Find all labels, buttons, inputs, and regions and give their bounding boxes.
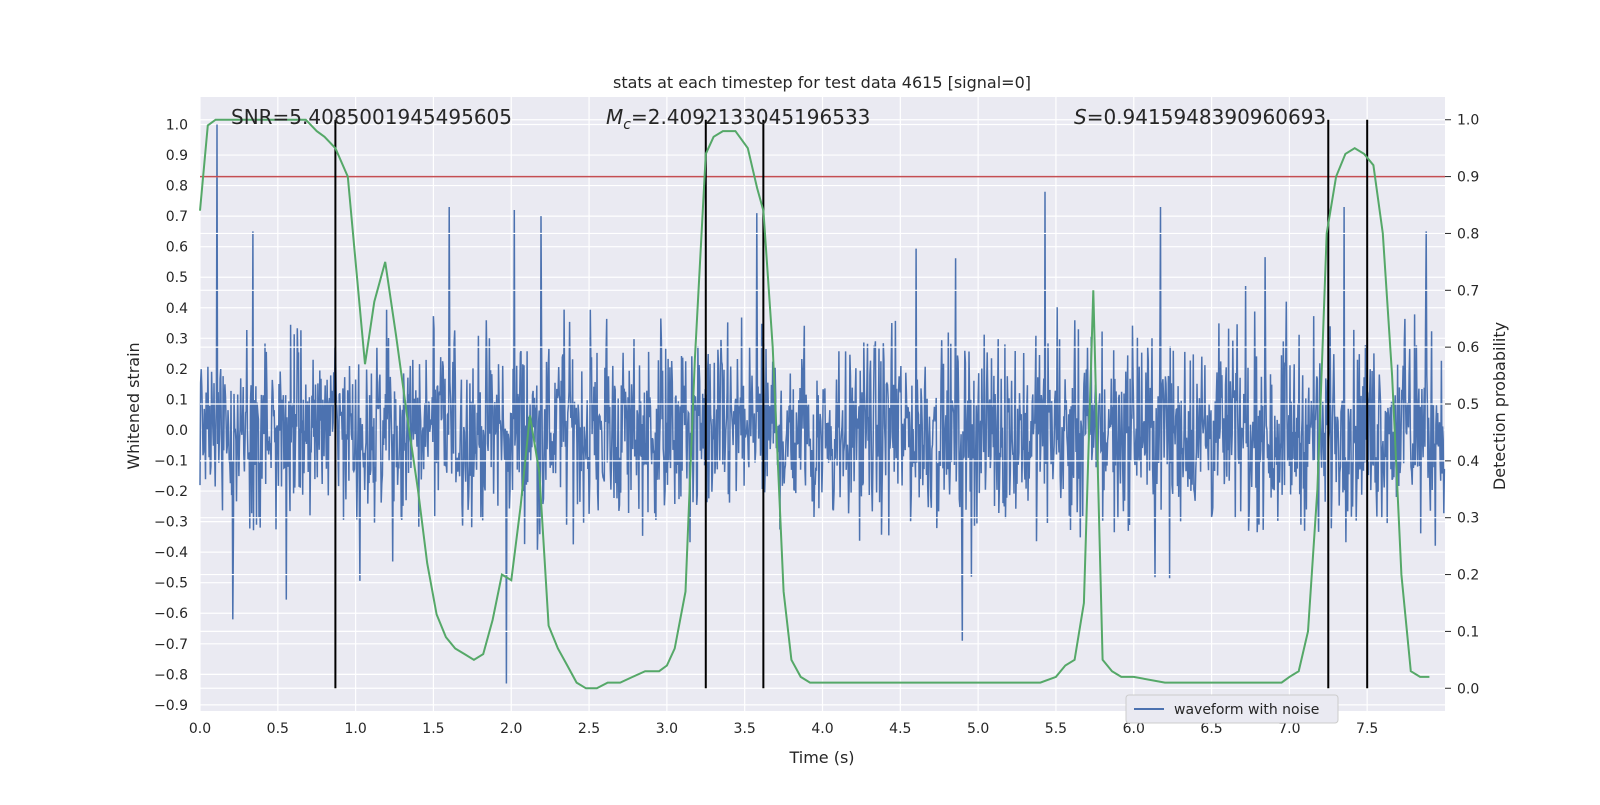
y-left-tick-label: −0.6	[154, 606, 188, 622]
y-left-tick-label: 0.9	[166, 148, 188, 164]
snr-annotation: SNR=5.4085001945495605	[231, 105, 512, 129]
y-left-tick-label: 1.0	[166, 117, 188, 133]
y-left-tick-label: −0.8	[154, 667, 188, 683]
x-tick-label: 4.5	[889, 721, 911, 737]
x-tick-label: 3.0	[656, 721, 678, 737]
y-left-tick-label: −0.1	[154, 454, 188, 470]
x-tick-label: 7.0	[1278, 721, 1300, 737]
x-tick-label: 5.0	[967, 721, 989, 737]
chirp-mass-subscript: c	[623, 117, 631, 133]
y-right-tick-label: 0.0	[1457, 681, 1479, 697]
y-right-tick-label: 0.3	[1457, 511, 1479, 527]
chirp-mass-symbol: M	[606, 105, 623, 129]
y-right-tick-label: 0.9	[1457, 170, 1479, 186]
y-axis-left-ticks: 1.0 0.9 0.8 0.7 0.6 0.5 0.4 0.3 0.2 0.1 0.0 −0.1 −0.…	[154, 117, 188, 713]
y-left-tick-label: 0.0	[166, 423, 188, 439]
overlay-layer	[199, 118, 1445, 690]
legend-label: waveform with noise	[1174, 702, 1319, 718]
y-left-tick-label: 0.4	[166, 301, 188, 317]
x-tick-label: 7.5	[1356, 721, 1378, 737]
x-tick-label: 6.0	[1123, 721, 1145, 737]
y-right-tick-label: 0.4	[1457, 454, 1479, 470]
detection-probability-line	[199, 118, 1430, 690]
x-axis-label: Time (s)	[788, 748, 854, 767]
y-right-tick-label: 0.1	[1457, 624, 1479, 640]
y-left-tick-label: 0.8	[166, 179, 188, 195]
x-tick-label: 1.0	[344, 721, 366, 737]
x-axis-ticks: 0.0 0.5 1.0 1.5 2.0 2.5 3.0 3.5 4.0 4.5 5.0 5.5 6.0 6…	[189, 721, 1378, 737]
s-value: =0.9415948390960693	[1087, 105, 1326, 129]
y-left-tick-label: −0.2	[154, 484, 188, 500]
s-symbol: S	[1074, 105, 1087, 129]
y-left-tick-label: 0.7	[166, 209, 188, 225]
x-tick-label: 0.5	[267, 721, 289, 737]
y-left-tick-label: 0.2	[166, 362, 188, 378]
y-left-tick-label: −0.7	[154, 637, 188, 653]
x-tick-label: 2.0	[500, 721, 522, 737]
y-left-tick-label: 0.1	[166, 392, 188, 408]
y-axis-left-label: Whitened strain	[124, 342, 143, 469]
y-right-tick-label: 0.8	[1457, 226, 1479, 242]
x-tick-label: 2.5	[578, 721, 600, 737]
y-left-tick-label: −0.3	[154, 515, 188, 531]
chirp-mass-value: =2.4092133045196533	[631, 105, 870, 129]
legend: waveform with noise	[1125, 694, 1339, 724]
x-tick-label: 6.5	[1200, 721, 1222, 737]
x-tick-label: 3.5	[734, 721, 756, 737]
y-right-tick-label: 0.7	[1457, 283, 1479, 299]
legend-box	[1125, 694, 1339, 724]
x-tick-label: 4.0	[811, 721, 833, 737]
y-right-tick-label: 0.2	[1457, 568, 1479, 584]
y-right-tick-label: 1.0	[1457, 113, 1479, 129]
y-right-tick-label: 0.5	[1457, 397, 1479, 413]
y-axis-right-label: Detection probability	[1490, 322, 1509, 490]
y-left-tick-label: 0.5	[166, 270, 188, 286]
y-left-tick-label: −0.5	[154, 576, 188, 592]
y-right-tick-label: 0.6	[1457, 340, 1479, 356]
y-left-tick-label: 0.6	[166, 240, 188, 256]
x-tick-label: 5.5	[1045, 721, 1067, 737]
chart-title: stats at each timestep for test data 461…	[613, 73, 1031, 92]
y-left-tick-label: −0.4	[154, 545, 188, 561]
y-axis-right-ticks: 1.0 0.9 0.8 0.7 0.6 0.5 0.4 0.3 0.2 0.1 0.0	[1445, 113, 1479, 697]
x-tick-label: 0.0	[189, 721, 211, 737]
chirp-mass-annotation: Mc=2.4092133045196533	[606, 105, 870, 133]
x-tick-label: 1.5	[422, 721, 444, 737]
s-annotation: S=0.9415948390960693	[1074, 105, 1326, 129]
y-left-tick-label: −0.9	[154, 698, 188, 714]
y-left-tick-label: 0.3	[166, 331, 188, 347]
